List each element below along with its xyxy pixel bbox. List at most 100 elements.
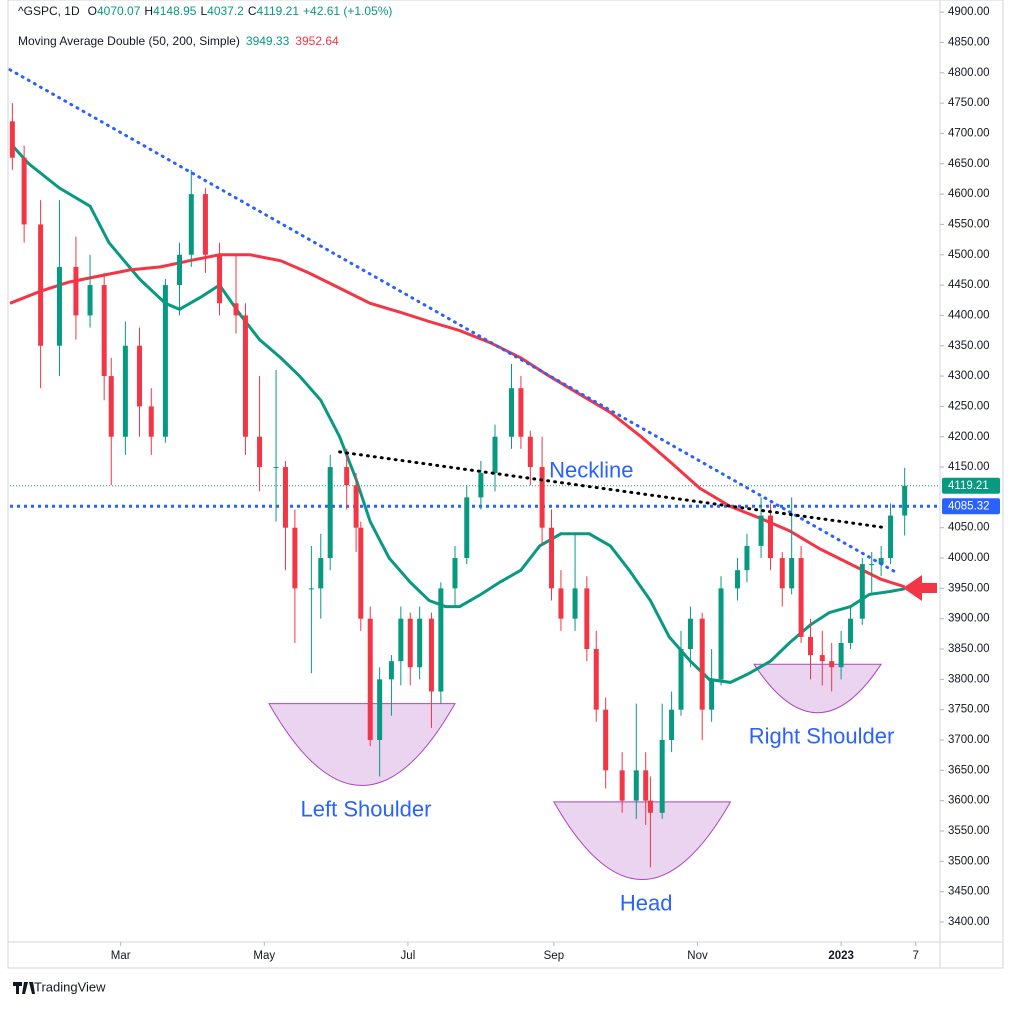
candle-body: [417, 618, 423, 668]
symbol: ^GSPC, 1D: [18, 4, 80, 18]
y-tick-label: 4900.00: [948, 6, 990, 18]
candle-body: [508, 388, 514, 437]
candle-body: [136, 345, 142, 407]
price-label: 4119.21: [948, 480, 989, 492]
indicator-name: Moving Average Double (50, 200, Simple): [18, 34, 240, 48]
candle-body: [549, 527, 555, 589]
candle-body: [56, 266, 62, 346]
y-tick-label: 3450.00: [948, 886, 990, 898]
y-tick-label: 4000.00: [948, 552, 990, 564]
y-tick-label: 3750.00: [948, 704, 990, 716]
ohlc-value: 4070.07: [97, 4, 141, 18]
x-tick-label: Nov: [687, 950, 708, 962]
candle-body: [819, 655, 825, 662]
trendline: [338, 450, 888, 530]
candle-body: [108, 376, 114, 437]
y-tick-label: 3500.00: [948, 855, 990, 867]
candle-body: [233, 303, 239, 316]
trendline: [8, 68, 900, 575]
candle-body: [257, 436, 263, 468]
plot: Left Shoulder Head Right Shoulder Neckline: [8, 68, 940, 915]
candle-body: [789, 558, 795, 589]
candle-body: [699, 618, 705, 710]
y-tick-label: 3550.00: [948, 825, 990, 837]
candle-body: [539, 467, 545, 528]
candle-body: [188, 194, 194, 255]
candle-body: [643, 770, 649, 801]
y-tick-label: 4150.00: [948, 461, 990, 473]
symbol-line: ^GSPC, 1D O4070.07 H4148.95 L4037.2 C4119.21…: [18, 4, 392, 18]
candle-body: [217, 254, 223, 304]
y-tick-label: 3400.00: [948, 916, 990, 928]
indicator-line: Moving Average Double (50, 200, Simple) 3…: [18, 34, 339, 48]
y-tick-label: 4200.00: [948, 431, 990, 443]
candle-body: [558, 588, 564, 619]
y-tick-label: 3650.00: [948, 764, 990, 776]
y-tick-label: 4400.00: [948, 309, 990, 321]
ohlc-value: 4119.21: [257, 4, 300, 18]
candle-body: [358, 527, 364, 619]
y-tick-label: 4550.00: [948, 218, 990, 230]
price-label-box: [942, 498, 1000, 515]
candle-body: [452, 558, 458, 589]
pattern-label: Left Shoulder: [301, 796, 432, 821]
candle-body: [438, 588, 444, 692]
y-tick-label: 3700.00: [948, 734, 990, 746]
indicator-value: 3952.64: [295, 34, 339, 48]
candle-body: [177, 254, 183, 286]
pattern-label: Head: [620, 890, 673, 915]
candle-body: [859, 564, 865, 619]
x-tick-label: Jul: [401, 950, 416, 962]
x-tick-label: May: [253, 950, 275, 962]
candle-body: [353, 485, 359, 528]
candle-body: [242, 315, 248, 437]
candle-body: [678, 649, 684, 710]
y-tick-label: 4250.00: [948, 400, 990, 412]
candle-body: [838, 642, 844, 668]
y-tick-label: 4650.00: [948, 158, 990, 170]
candle-body: [902, 485, 908, 516]
candle-body: [273, 467, 279, 469]
candle-body: [779, 558, 785, 589]
y-tick-label: 3600.00: [948, 795, 990, 807]
candle-body: [308, 588, 314, 590]
candle-body: [202, 194, 208, 255]
pattern-bowl: [268, 703, 456, 787]
ohlc-label: L: [200, 4, 207, 18]
y-tick-label: 4800.00: [948, 67, 990, 79]
candle-body: [122, 345, 128, 437]
y-tick-label: 4300.00: [948, 370, 990, 382]
x-tick-label: 2023: [828, 950, 854, 962]
change: +42.61 (+1.05%): [303, 4, 392, 18]
candle-body: [687, 618, 693, 650]
candle-body: [798, 558, 804, 637]
candle-body: [518, 388, 524, 437]
candle-body: [718, 588, 724, 680]
x-tick-label: Sep: [544, 950, 564, 962]
candle-body: [647, 800, 653, 813]
candle-body: [21, 157, 27, 225]
candle-body: [282, 467, 288, 528]
candle-body: [593, 649, 599, 710]
candle-body: [709, 679, 715, 710]
frame: [7, 0, 1004, 969]
candle-body: [527, 436, 533, 468]
y-tick-label: 4350.00: [948, 340, 990, 352]
candle-body: [584, 588, 590, 650]
candle-body: [758, 515, 764, 546]
candle-body: [808, 636, 814, 656]
candle-body: [388, 661, 394, 680]
ohlc-label: C: [248, 4, 257, 18]
candle-body: [318, 558, 324, 589]
indicator-value: 3949.33: [246, 34, 290, 48]
y-tick-label: 4450.00: [948, 279, 990, 291]
y-tick-label: 3850.00: [948, 643, 990, 655]
price-label: 4085.32: [948, 500, 990, 512]
candle-body: [633, 770, 639, 801]
candle-body: [492, 436, 498, 474]
candle-body: [367, 618, 373, 741]
ohlc-label: O: [88, 4, 97, 18]
x-tick-label: 7: [913, 950, 919, 962]
